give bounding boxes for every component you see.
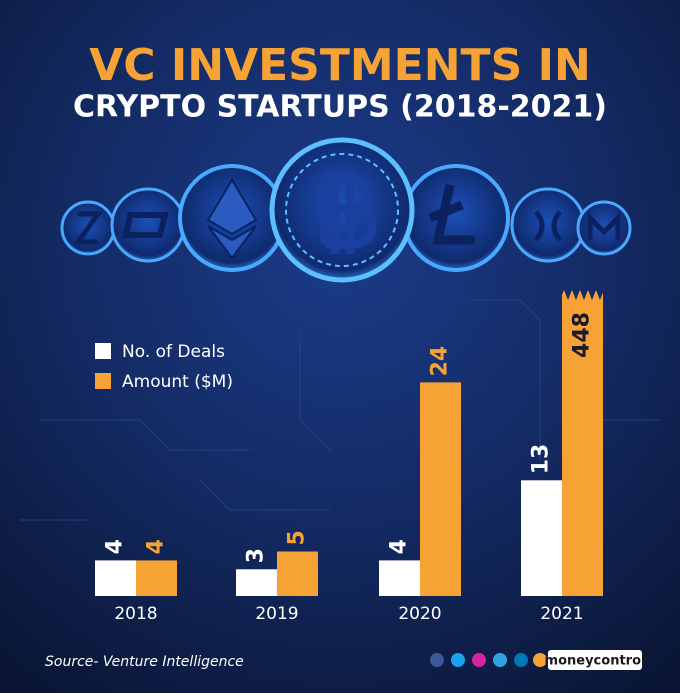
circuit-decoration [20, 299, 660, 521]
legend-label: No. of Deals [122, 342, 225, 362]
bar [136, 560, 177, 596]
bar [236, 569, 277, 596]
data-label: 13 [529, 444, 554, 475]
bar [277, 551, 318, 596]
social-icons [430, 653, 547, 667]
chart: No. of Deals 4 3 4 13 Amount ($M) 4 5 24 448 2018 2… [95, 290, 603, 624]
legend-label: Amount ($M) [122, 372, 233, 392]
bar [95, 560, 136, 596]
data-label: 4 [144, 539, 169, 554]
data-label: 3 [244, 548, 269, 563]
x-tick-label: 2020 [398, 604, 441, 624]
data-label: 448 [570, 312, 595, 358]
bar [420, 382, 461, 596]
bar-layer [95, 290, 603, 596]
chart-subtitle: CRYPTO STARTUPS (2018-2021) [73, 90, 607, 125]
x-tick-label: 2019 [255, 604, 298, 624]
legend-swatch [95, 343, 111, 359]
bar [379, 560, 420, 596]
data-label: 5 [285, 530, 310, 545]
x-tick-label: 2021 [540, 604, 583, 624]
coin-row [60, 137, 632, 283]
brand-name: moneycontrol [545, 654, 646, 669]
bar [562, 290, 603, 596]
data-label: 4 [387, 539, 412, 554]
data-label: 24 [428, 346, 453, 377]
x-tick-label: 2018 [114, 604, 157, 624]
source-note: Source- Venture Intelligence [45, 654, 244, 670]
brand-badge [548, 650, 642, 670]
bar [521, 480, 562, 596]
chart-title: VC INVESTMENTS IN [89, 40, 591, 91]
legend-swatch [95, 373, 111, 389]
data-label: 4 [103, 539, 128, 554]
